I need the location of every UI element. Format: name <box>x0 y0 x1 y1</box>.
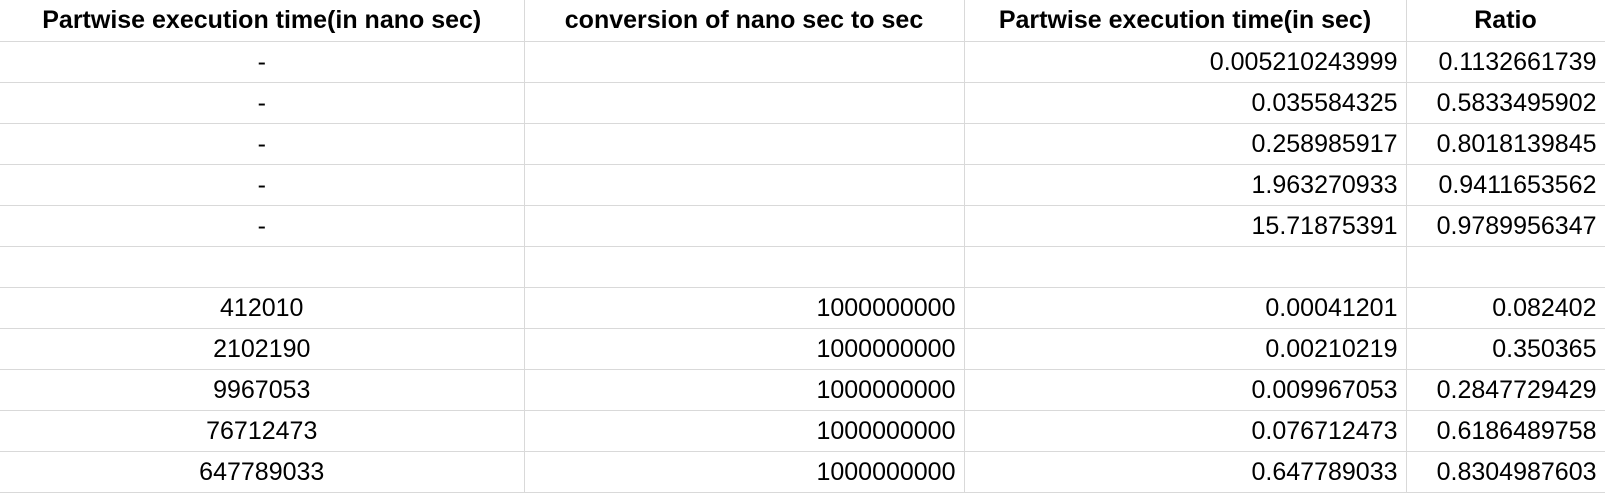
cell-conversion[interactable] <box>524 82 965 124</box>
cell-sec-time[interactable]: 0.076712473 <box>964 410 1407 452</box>
cell-sec-time[interactable]: 0.009967053 <box>964 369 1407 411</box>
cell-ratio[interactable] <box>1406 246 1605 288</box>
cell-ratio[interactable]: 0.2847729429 <box>1406 369 1605 411</box>
cell-ratio[interactable]: 0.9411653562 <box>1406 164 1605 206</box>
cell-ratio[interactable]: 0.9789956347 <box>1406 205 1605 247</box>
table-row: - 0.005210243999 0.1132661739 <box>0 41 1605 83</box>
cell-sec-time[interactable]: 0.00041201 <box>964 287 1407 329</box>
cell-sec-time[interactable]: 0.258985917 <box>964 123 1407 165</box>
cell-nano-time[interactable]: 9967053 <box>0 369 525 411</box>
table-row: 2102190 1000000000 0.00210219 0.350365 <box>0 328 1605 370</box>
cell-nano-time[interactable]: - <box>0 164 525 206</box>
cell-nano-time[interactable]: 2102190 <box>0 328 525 370</box>
cell-nano-time[interactable]: 412010 <box>0 287 525 329</box>
table-row: 412010 1000000000 0.00041201 0.082402 <box>0 287 1605 329</box>
cell-sec-time[interactable]: 0.00210219 <box>964 328 1407 370</box>
header-cell-conversion[interactable]: conversion of nano sec to sec <box>524 0 965 42</box>
table-row: - 1.963270933 0.9411653562 <box>0 164 1605 206</box>
cell-conversion[interactable] <box>524 123 965 165</box>
table-row: 9967053 1000000000 0.009967053 0.2847729… <box>0 369 1605 411</box>
cell-conversion[interactable] <box>524 41 965 83</box>
header-cell-sec-time[interactable]: Partwise execution time(in sec) <box>964 0 1407 42</box>
cell-nano-time[interactable]: - <box>0 41 525 83</box>
cell-conversion[interactable]: 1000000000 <box>524 287 965 329</box>
cell-nano-time[interactable]: 647789033 <box>0 451 525 493</box>
cell-nano-time[interactable]: 76712473 <box>0 410 525 452</box>
header-row: Partwise execution time(in nano sec) con… <box>0 0 1605 42</box>
table-row: - 15.71875391 0.9789956347 <box>0 205 1605 247</box>
cell-conversion[interactable]: 1000000000 <box>524 410 965 452</box>
cell-ratio[interactable]: 0.5833495902 <box>1406 82 1605 124</box>
cell-conversion[interactable] <box>524 164 965 206</box>
table-row-empty <box>0 246 1605 288</box>
cell-conversion[interactable] <box>524 205 965 247</box>
cell-nano-time[interactable]: - <box>0 82 525 124</box>
cell-ratio[interactable]: 0.350365 <box>1406 328 1605 370</box>
cell-ratio[interactable]: 0.6186489758 <box>1406 410 1605 452</box>
cell-nano-time[interactable]: - <box>0 123 525 165</box>
cell-ratio[interactable]: 0.8304987603 <box>1406 451 1605 493</box>
table-row: 647789033 1000000000 0.647789033 0.83049… <box>0 451 1605 493</box>
cell-ratio[interactable]: 0.1132661739 <box>1406 41 1605 83</box>
cell-conversion[interactable] <box>524 246 965 288</box>
cell-conversion[interactable]: 1000000000 <box>524 369 965 411</box>
cell-sec-time[interactable]: 0.647789033 <box>964 451 1407 493</box>
cell-sec-time[interactable]: 0.005210243999 <box>964 41 1407 83</box>
cell-sec-time[interactable]: 1.963270933 <box>964 164 1407 206</box>
cell-ratio[interactable]: 0.8018139845 <box>1406 123 1605 165</box>
cell-ratio[interactable]: 0.082402 <box>1406 287 1605 329</box>
cell-conversion[interactable]: 1000000000 <box>524 451 965 493</box>
table-row: - 0.035584325 0.5833495902 <box>0 82 1605 124</box>
cell-conversion[interactable]: 1000000000 <box>524 328 965 370</box>
cell-nano-time[interactable]: - <box>0 205 525 247</box>
header-cell-nano-time[interactable]: Partwise execution time(in nano sec) <box>0 0 525 42</box>
cell-sec-time[interactable]: 15.71875391 <box>964 205 1407 247</box>
cell-sec-time[interactable] <box>964 246 1407 288</box>
table-row: - 0.258985917 0.8018139845 <box>0 123 1605 165</box>
cell-nano-time[interactable] <box>0 246 525 288</box>
header-cell-ratio[interactable]: Ratio <box>1406 0 1605 42</box>
table-row: 76712473 1000000000 0.076712473 0.618648… <box>0 410 1605 452</box>
cell-sec-time[interactable]: 0.035584325 <box>964 82 1407 124</box>
